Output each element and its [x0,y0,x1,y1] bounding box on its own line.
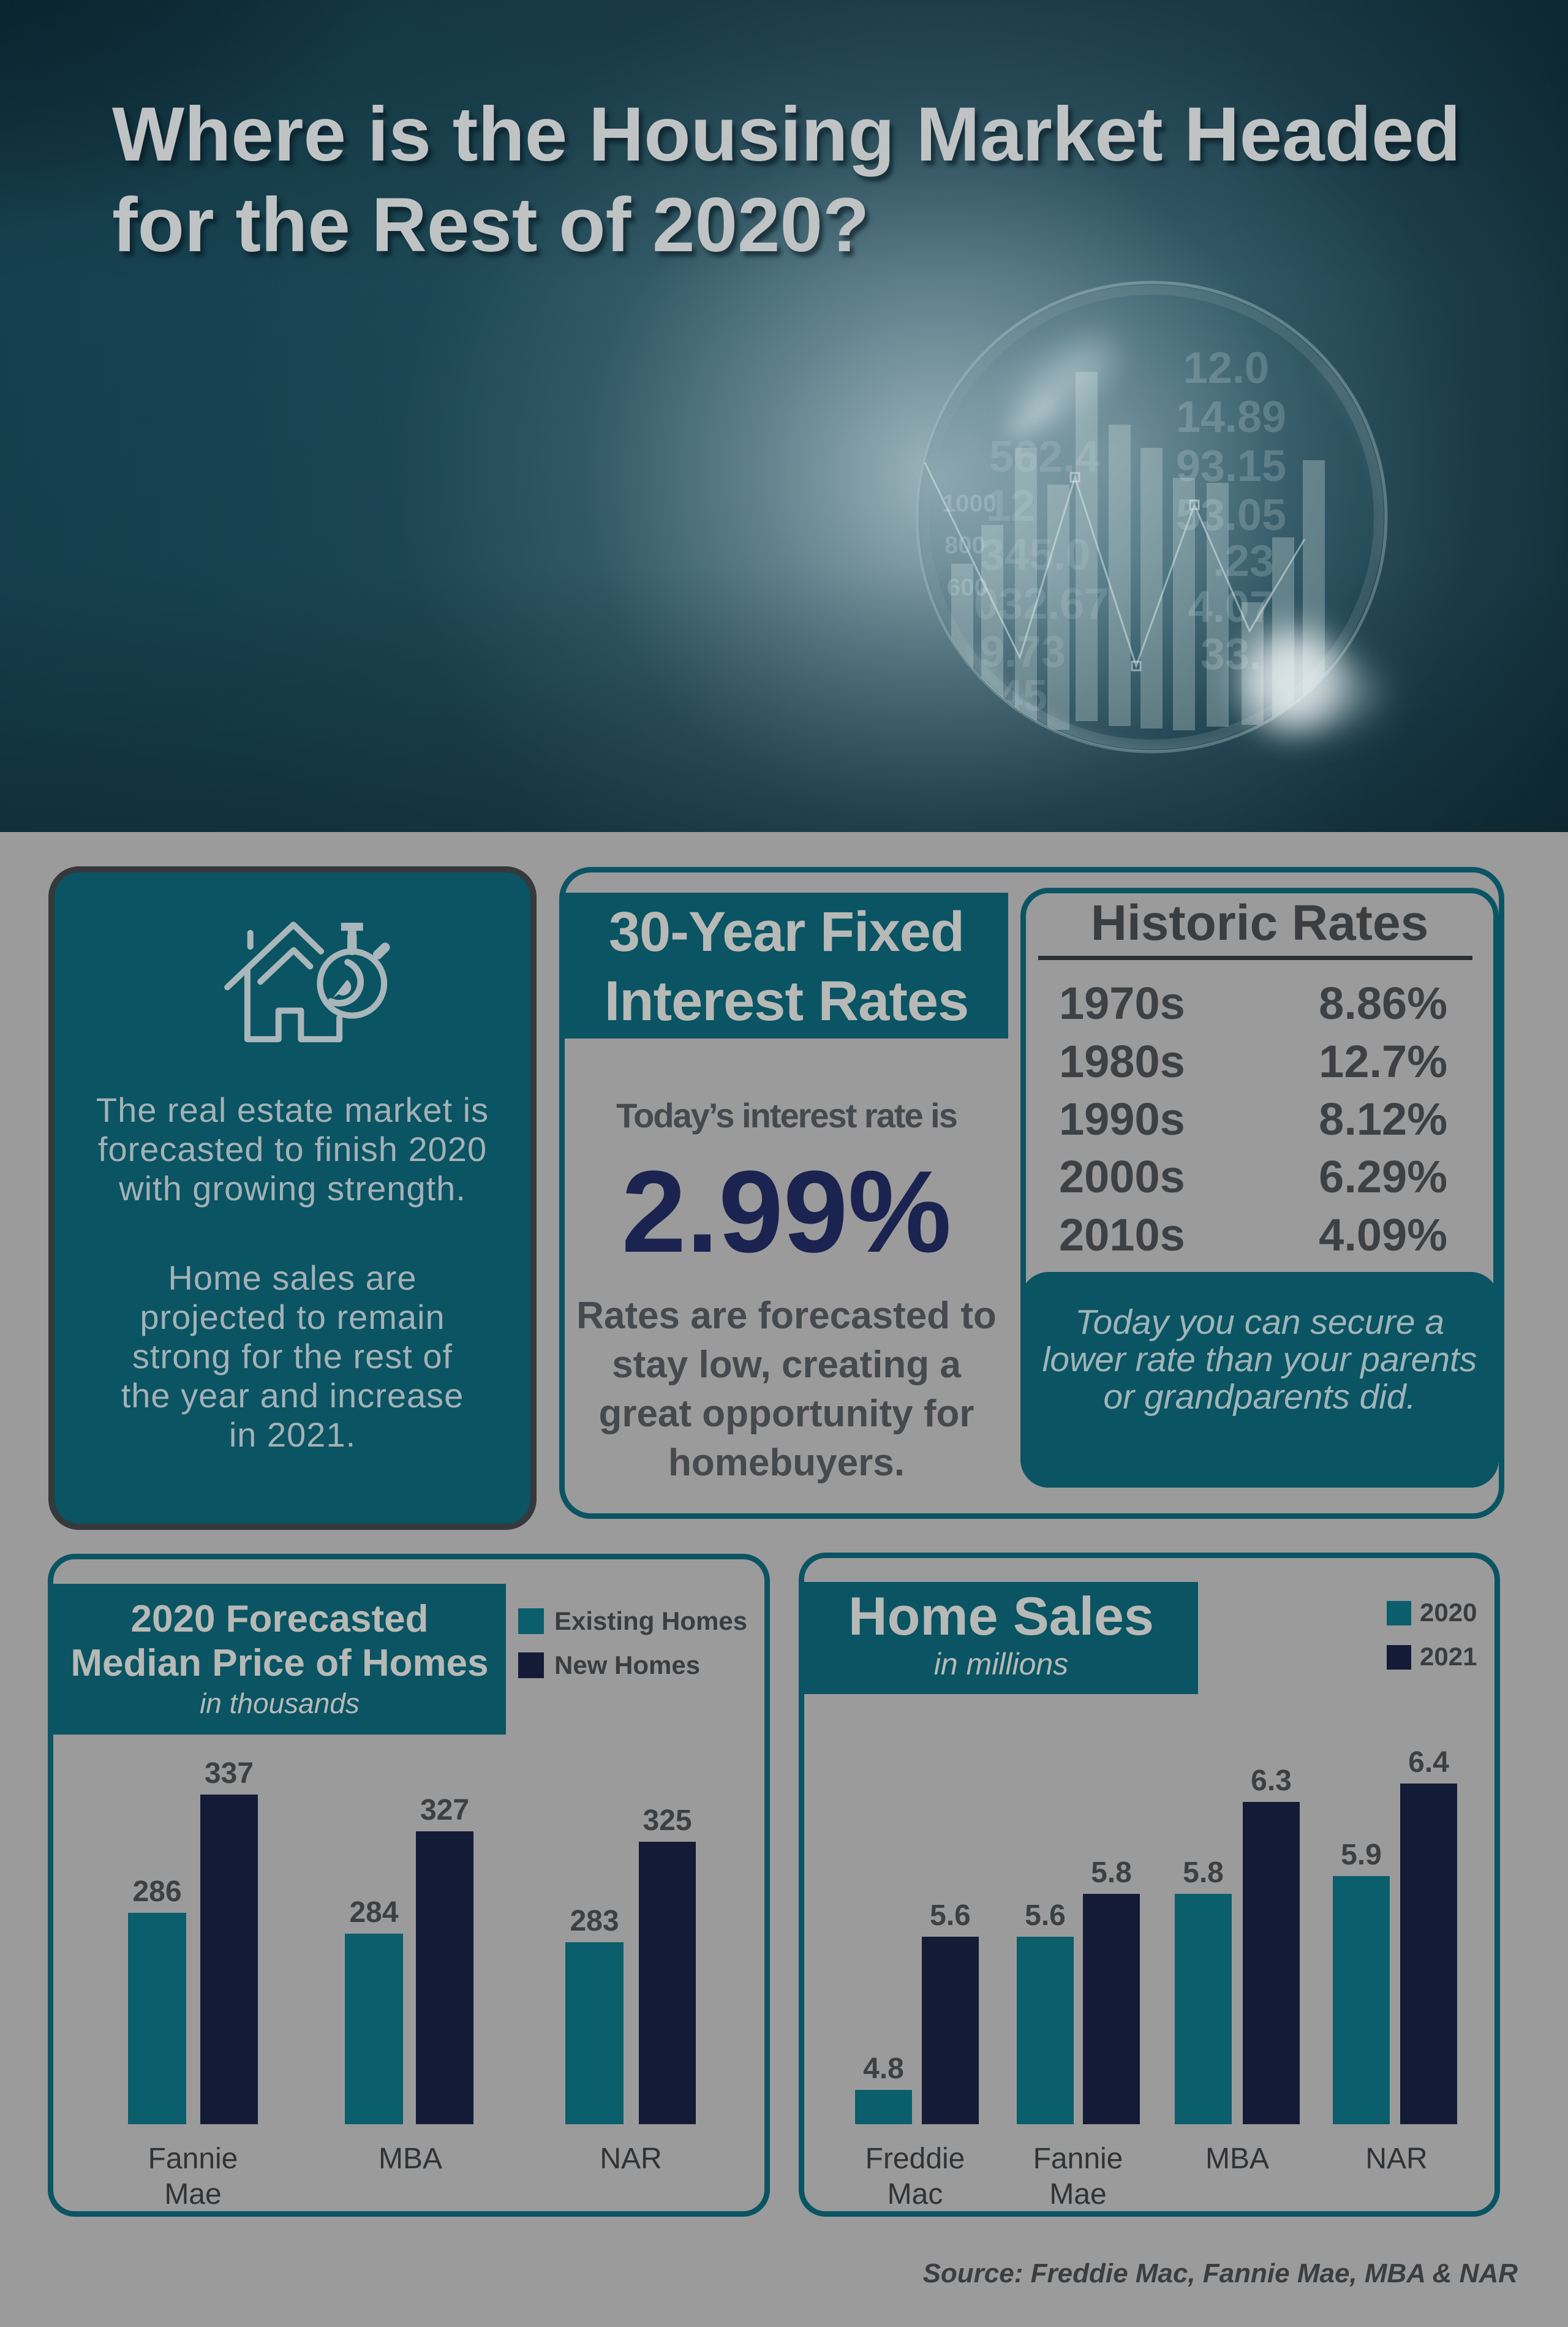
svg-text:9.73: 9.73 [980,627,1066,676]
svg-text:12.0: 12.0 [1183,344,1269,393]
svg-text:14.89: 14.89 [1176,393,1286,442]
svg-text:562.4: 562.4 [989,433,1099,482]
svg-text:93.15: 93.15 [1176,442,1286,491]
svg-text:53.05: 53.05 [1176,491,1286,540]
svg-text:12: 12 [986,482,1035,531]
svg-text:1000: 1000 [942,490,997,517]
svg-text:.23: .23 [1213,537,1274,586]
svg-text:345.0: 345.0 [980,531,1090,580]
